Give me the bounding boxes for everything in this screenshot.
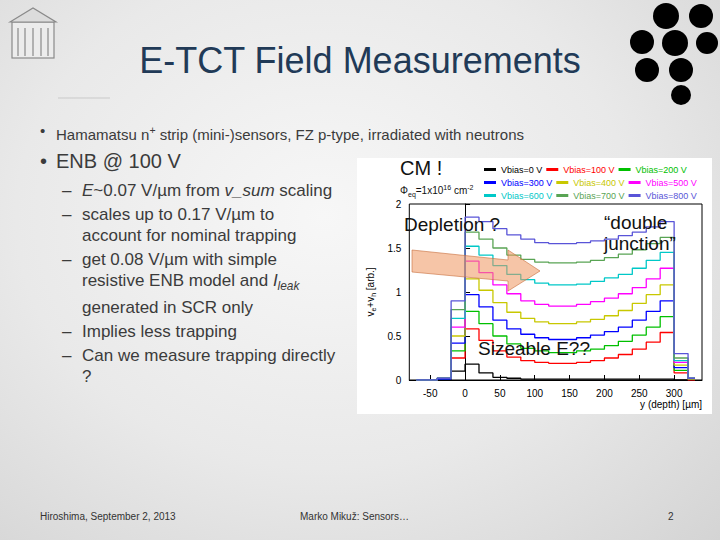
svg-text:250: 250 [631,388,648,399]
svg-text:v: v [364,311,376,317]
svg-text:1: 1 [396,287,402,298]
html-text:Hiroshima, September 2, 2013: Hiroshima, September 2, 2013 [40,511,176,522]
svg-text:Vbias=700 V: Vbias=700 V [573,191,624,201]
svg-text:Vbias=200 V: Vbias=200 V [636,165,687,175]
svg-text:h: h [369,293,377,297]
html-text:2: 2 [668,511,674,522]
html-text:Φeq=1x10: Φeq=1x10 [400,185,444,199]
svg-text:y (depth) [µm]: y (depth) [µm] [640,399,702,410]
html-text:scales up to 0.17 V/µm to acco: scales up to 0.17 V/µm to account for no… [82,205,297,245]
svg-text:200: 200 [596,388,613,399]
html-text:16cm-2: 16cm-2 [443,184,474,197]
svg-text:150: 150 [561,388,578,399]
svg-text:Vbias=600 V: Vbias=600 V [501,191,552,201]
svg-text:0: 0 [396,375,402,386]
html-text:Marko Mikuž: Sensors…: Marko Mikuž: Sensors… [300,511,409,522]
html-text:E-TCT Field Measurements: E-TCT Field Measurements [139,40,581,81]
svg-text:Vbias=500 V: Vbias=500 V [646,178,697,188]
html-text:Implies less trapping: Implies less trapping [82,322,237,341]
html-text:Can we measure trapping direct: Can we measure trapping directly ? [82,346,336,386]
svg-text:e: e [369,307,377,312]
html-text:ENB @ 100 V: ENB @ 100 V [56,150,181,172]
svg-text:300: 300 [666,388,683,399]
svg-text:0: 0 [462,388,468,399]
html-text:CM !: CM ! [400,157,443,179]
svg-text:1.5: 1.5 [387,243,401,254]
html-text:Depletion ?: Depletion ? [404,214,501,235]
svg-text:50: 50 [494,388,506,399]
html-text:Hamamatsu n+strip (mini-)senso: Hamamatsu n+strip (mini-)sensors, FZ p-t… [56,124,524,143]
svg-text:2: 2 [396,199,402,210]
svg-text:+v: +v [365,297,376,308]
svg-text:Vbias=400 V: Vbias=400 V [573,178,624,188]
html-text:generated in SCR only: generated in SCR only [82,298,253,318]
html-text:Sizeable E??: Sizeable E?? [478,338,590,359]
svg-text:100: 100 [526,388,543,399]
html-text:“double junction”: “double junction” [604,212,676,254]
svg-text:Vbias=300 V: Vbias=300 V [501,178,552,188]
svg-text:Vbias=0 V: Vbias=0 V [501,165,542,175]
html-text:get 0.08 V/µm with simple resi: get 0.08 V/µm with simple resistive ENB … [82,250,300,294]
svg-text:Vbias=800 V: Vbias=800 V [646,191,697,201]
svg-text:0.5: 0.5 [387,331,401,342]
html-text:E ~0.07 V/µm from v_sum scalin: E ~0.07 V/µm from v_sum scaling [82,181,333,200]
svg-text:-50: -50 [423,388,438,399]
svg-text:Vbias=100 V: Vbias=100 V [563,165,614,175]
svg-text:[arb.]: [arb.] [365,267,376,293]
